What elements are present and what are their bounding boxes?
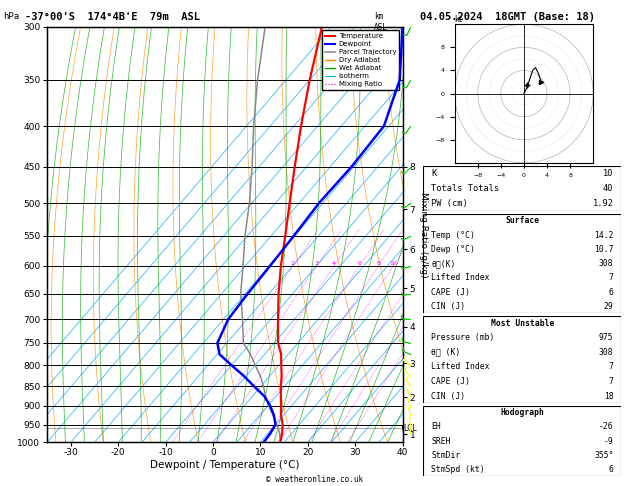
Text: Hodograph: Hodograph [501,408,544,417]
Text: 975: 975 [599,333,613,342]
Text: 1.92: 1.92 [593,199,613,208]
Y-axis label: Mixing Ratio (g/kg): Mixing Ratio (g/kg) [420,191,428,278]
Text: 7: 7 [609,377,613,386]
Text: CAPE (J): CAPE (J) [431,288,470,296]
Text: PW (cm): PW (cm) [431,199,468,208]
Text: km
ASL: km ASL [374,12,388,32]
Text: -26: -26 [599,422,613,432]
Text: 308: 308 [599,348,613,357]
Text: 6: 6 [609,288,613,296]
Text: 04.05.2024  18GMT (Base: 18): 04.05.2024 18GMT (Base: 18) [420,12,595,22]
Text: 355°: 355° [594,451,613,460]
Text: © weatheronline.co.uk: © weatheronline.co.uk [266,474,363,484]
Text: θᴇ (K): θᴇ (K) [431,348,460,357]
Text: Dewp (°C): Dewp (°C) [431,245,475,254]
Text: 14.2: 14.2 [594,231,613,240]
Text: Lifted Index: Lifted Index [431,363,490,371]
Text: 2: 2 [291,261,295,266]
Text: 4: 4 [332,261,336,266]
Text: 40: 40 [603,184,613,193]
Text: LCL: LCL [403,424,417,433]
Text: 7: 7 [609,274,613,282]
Text: Surface: Surface [505,216,540,226]
Text: CIN (J): CIN (J) [431,302,465,311]
Text: 10: 10 [603,169,613,178]
Text: 6: 6 [609,465,613,474]
Text: EH: EH [431,422,441,432]
Text: Totals Totals: Totals Totals [431,184,499,193]
Text: Pressure (mb): Pressure (mb) [431,333,494,342]
Text: SREH: SREH [431,436,451,446]
Text: StmDir: StmDir [431,451,460,460]
Text: CAPE (J): CAPE (J) [431,377,470,386]
X-axis label: Dewpoint / Temperature (°C): Dewpoint / Temperature (°C) [150,460,299,469]
Text: kt: kt [455,15,463,24]
Text: 7: 7 [609,363,613,371]
Text: StmSpd (kt): StmSpd (kt) [431,465,485,474]
Text: 6: 6 [358,261,362,266]
Text: CIN (J): CIN (J) [431,392,465,400]
Text: hPa: hPa [3,12,19,21]
Text: 10: 10 [389,261,397,266]
Text: 10.7: 10.7 [594,245,613,254]
Text: Most Unstable: Most Unstable [491,319,554,328]
Text: -37°00'S  174°4B'E  79m  ASL: -37°00'S 174°4B'E 79m ASL [25,12,200,22]
Legend: Temperature, Dewpoint, Parcel Trajectory, Dry Adiabat, Wet Adiabat, Isotherm, Mi: Temperature, Dewpoint, Parcel Trajectory… [322,30,399,90]
Text: Temp (°C): Temp (°C) [431,231,475,240]
Text: 308: 308 [599,259,613,268]
Text: 18: 18 [604,392,613,400]
Text: K: K [431,169,437,178]
Text: Lifted Index: Lifted Index [431,274,490,282]
Text: θᴇ(K): θᴇ(K) [431,259,455,268]
Text: 8: 8 [376,261,381,266]
Text: 29: 29 [604,302,613,311]
Text: 3: 3 [314,261,319,266]
Text: -9: -9 [604,436,613,446]
